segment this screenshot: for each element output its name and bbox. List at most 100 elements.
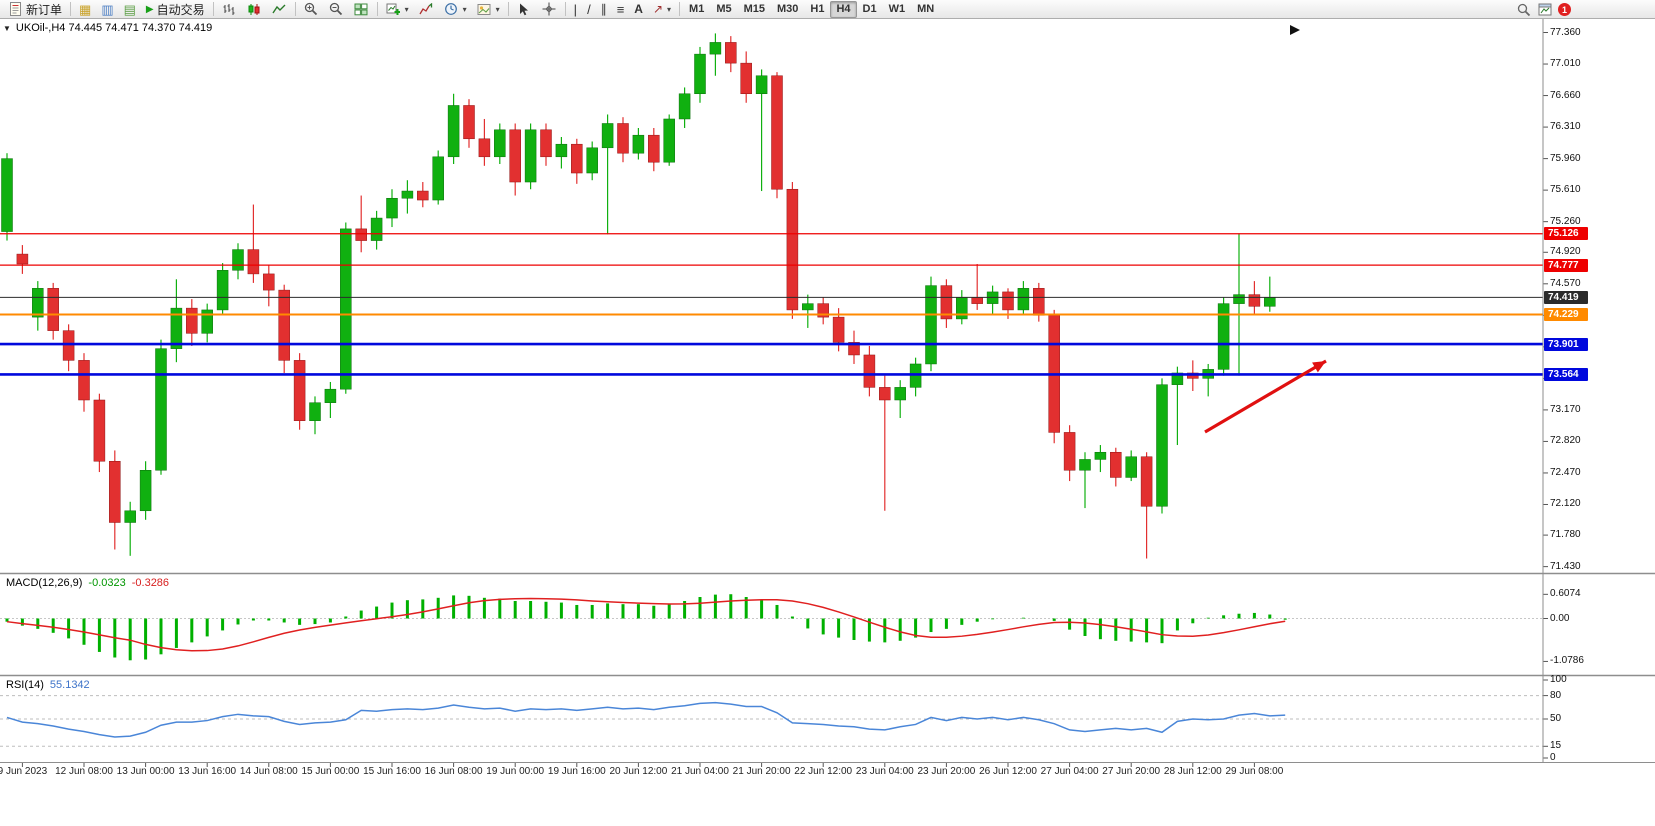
price-scale-label: 75.960	[1550, 152, 1581, 164]
timeframe-button-D1[interactable]: D1	[862, 3, 877, 15]
crosshair-tool-button[interactable]	[537, 1, 562, 18]
candle-body	[709, 42, 722, 55]
timeframe-button-W1[interactable]: W1	[888, 3, 906, 15]
timeframe-button-M5[interactable]: M5	[716, 3, 732, 15]
price-scale-label: 75.610	[1550, 184, 1581, 196]
timeframe-button-MN[interactable]: MN	[917, 3, 935, 15]
candle-body	[478, 138, 491, 158]
rsi-scale-label: 0	[1550, 752, 1556, 763]
navigator-button[interactable]: ▤	[119, 1, 141, 18]
price-scale-label: 71.780	[1550, 529, 1581, 541]
macd-title: MACD(12,26,9)	[6, 577, 83, 589]
periods-button[interactable]: ▾	[439, 1, 472, 18]
data-window-icon: ▥	[101, 1, 114, 17]
candle-body	[32, 288, 44, 318]
candle-body	[940, 285, 953, 320]
price-scale-label: 77.360	[1550, 26, 1581, 38]
candle-body	[879, 387, 891, 401]
time-axis-label: 15 Jun 16:00	[363, 766, 421, 777]
auto-trading-button[interactable]: ▶ 自动交易	[141, 1, 210, 18]
top-toolbar: 新订单 ▦ ▥ ▤ ▶ 自动交易	[0, 0, 1655, 19]
candle-body	[1002, 291, 1014, 311]
chart-symbol-header: ▼ UKOil-,H4 74.445 74.471 74.370 74.419	[3, 22, 212, 34]
new-order-button[interactable]: 新订单	[3, 1, 67, 18]
candle-body	[1017, 288, 1030, 311]
candle-body	[832, 316, 845, 343]
macd-signal-value: -0.3286	[131, 577, 170, 589]
candle-body	[447, 105, 460, 158]
tile-windows-button[interactable]	[349, 1, 374, 18]
price-badge-74.419: 74.419	[1544, 290, 1588, 304]
candle-body	[586, 147, 598, 174]
price-scale-label: 71.430	[1550, 560, 1581, 572]
candle-body	[571, 143, 583, 174]
new-chart-button[interactable]: ▾	[381, 1, 414, 18]
candle-body	[740, 62, 752, 95]
candle-body	[401, 190, 414, 199]
new-chart-icon	[386, 2, 401, 17]
timeframe-button-H1[interactable]: H1	[810, 3, 825, 15]
candle-body	[678, 93, 691, 120]
candlestick-chart-type-button[interactable]	[242, 1, 267, 18]
price-scale-label: 72.120	[1550, 498, 1581, 510]
data-window-button[interactable]: ▥	[96, 1, 118, 18]
arrows-tool-button[interactable]: ↗ ▾	[648, 1, 676, 18]
timeframe-button-H4[interactable]: H4	[830, 0, 857, 18]
candle-body	[632, 134, 645, 154]
search-icon[interactable]	[1516, 2, 1531, 17]
trendline-tool-button[interactable]: /	[582, 1, 596, 18]
indicators-button[interactable]	[414, 1, 439, 18]
candle-body	[293, 360, 306, 421]
candle-body	[555, 143, 568, 158]
time-axis-label: 15 Jun 00:00	[301, 766, 360, 777]
candlestick-chart-icon	[247, 2, 262, 17]
candle-body	[524, 129, 537, 183]
macd-scale-label: 0.00	[1550, 612, 1570, 624]
macd-scale-label: 0.6074	[1550, 588, 1581, 600]
candle-body	[663, 118, 675, 163]
time-axis-label: 23 Jun 20:00	[917, 766, 976, 777]
zoom-in-button[interactable]	[299, 1, 324, 18]
chevron-down-icon: ▾	[495, 4, 500, 14]
line-chart-icon	[272, 2, 287, 17]
notification-badge[interactable]: 1	[1558, 3, 1571, 16]
candle-body	[601, 123, 614, 149]
new-order-icon	[8, 2, 23, 17]
candle-body	[417, 190, 429, 201]
chart-canvas[interactable]	[0, 19, 1655, 826]
symbol-ohlc-text: UKOil-,H4 74.445 74.471 74.370 74.419	[15, 22, 213, 34]
rsi-header: RSI(14) 55.1342	[6, 679, 90, 691]
line-chart-type-button[interactable]	[267, 1, 292, 18]
candle-body	[324, 388, 337, 403]
candle-body	[956, 297, 968, 320]
candle-body	[109, 460, 121, 523]
templates-button[interactable]: ▾	[472, 1, 505, 18]
trend-arrow[interactable]	[1204, 359, 1327, 434]
timeframe-button-M30[interactable]: M30	[777, 3, 799, 15]
text-tool-button[interactable]: A	[629, 1, 648, 18]
price-badge-73.564: 73.564	[1544, 367, 1588, 381]
channel-tool-button[interactable]: ∥	[596, 1, 612, 18]
candle-body	[170, 307, 183, 349]
time-axis-label: 14 Jun 08:00	[239, 766, 298, 777]
zoom-out-icon	[329, 2, 344, 17]
timeframe-button-M15[interactable]: M15	[743, 3, 765, 15]
candle-body	[1248, 294, 1261, 307]
vertical-line-tool-button[interactable]: |	[569, 1, 582, 18]
market-watch-button[interactable]: ▦	[74, 1, 96, 18]
time-axis-label: 27 Jun 20:00	[1102, 766, 1161, 777]
candle-body	[1, 158, 13, 232]
cursor-tool-button[interactable]	[512, 1, 537, 18]
fibonacci-tool-button[interactable]: ≡	[612, 1, 630, 18]
chart-area[interactable]: ▼ UKOil-,H4 74.445 74.471 74.370 74.419 …	[0, 19, 1655, 826]
chart-dropdown-icon[interactable]: ▼	[3, 23, 11, 33]
candle-body	[309, 402, 321, 421]
new-window-icon[interactable]	[1537, 2, 1552, 17]
price-scale-label: 75.260	[1550, 215, 1581, 227]
timeframe-button-M1[interactable]: M1	[689, 3, 705, 15]
zoom-out-button[interactable]	[324, 1, 349, 18]
bar-chart-type-button[interactable]	[217, 1, 242, 18]
price-scale-label: 72.820	[1550, 435, 1581, 447]
candle-body	[494, 129, 506, 158]
scroll-to-end-marker[interactable]	[1290, 25, 1300, 35]
